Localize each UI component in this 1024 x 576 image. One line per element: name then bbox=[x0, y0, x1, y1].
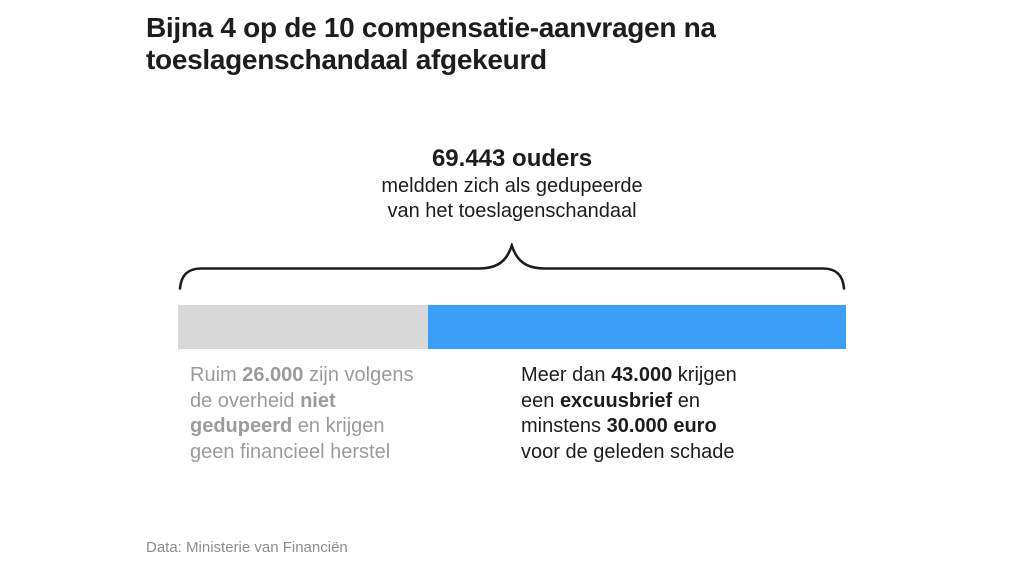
total-annotation: 69.443 ouders meldden zich als gedupeerd… bbox=[178, 144, 846, 224]
caption-compensated: Meer dan 43.000 krijgen een excuusbrief e… bbox=[521, 364, 737, 463]
caption-rejected: Ruim 26.000 zijn volgens de overheid niet… bbox=[190, 364, 414, 463]
brace-icon bbox=[178, 243, 846, 290]
total-value: 69.443 ouders bbox=[431, 145, 593, 172]
stacked-bar bbox=[178, 305, 846, 349]
chart-title: Bijna 4 op de 10 compensatie-aanvragen n… bbox=[146, 12, 716, 75]
bar-segment-compensated bbox=[427, 305, 846, 349]
bar-segment-rejected bbox=[178, 305, 428, 349]
total-sublabel: meldden zich als gedupeerde van het toesl… bbox=[381, 175, 643, 222]
source-credit: Data: Ministerie van Financiën bbox=[146, 539, 348, 556]
